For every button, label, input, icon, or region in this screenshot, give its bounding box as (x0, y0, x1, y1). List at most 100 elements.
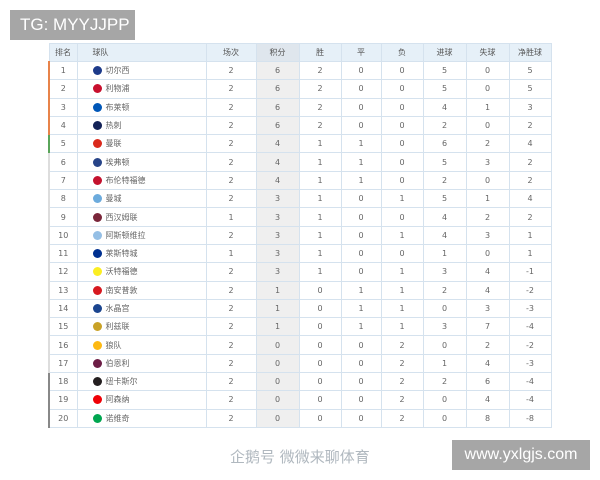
goals-for-cell: 5 (422, 152, 467, 172)
won-cell: 1 (298, 134, 342, 154)
goals-against-cell: 4 (465, 280, 510, 300)
team-name[interactable]: 狼队 (105, 340, 122, 350)
league-standings-table: 排名 球队 场次 积分胜平负进球 失球 净胜球 1 切尔西 2 6 2 0 0 5 0 5 2 利物浦 2 6 2 0 0… (48, 43, 552, 428)
team-name[interactable]: 沃特福德 (105, 267, 138, 277)
table-row: 10 阿斯顿维拉 2 3 1 0 1 4 3 1 (48, 225, 552, 245)
rank-cell: 17 (48, 353, 78, 374)
team-name[interactable]: 诺维奇 (105, 413, 130, 423)
team-crest-icon (92, 230, 102, 240)
team-cell[interactable]: 阿森纳 (76, 390, 207, 410)
team-name[interactable]: 阿森纳 (105, 395, 130, 405)
rank-cell: 20 (48, 408, 78, 428)
header-goals-for[interactable]: 进球 (422, 43, 467, 62)
team-name[interactable]: 伯恩利 (105, 358, 130, 368)
goal-difference-cell: 2 (508, 170, 552, 191)
drawn-cell: 0 (340, 115, 382, 136)
played-cell: 2 (205, 280, 257, 300)
rank-cell: 16 (48, 335, 78, 355)
won-cell: 2 (298, 115, 342, 136)
drawn-cell: 0 (340, 353, 382, 374)
header-drawn[interactable]: 平 (340, 43, 382, 62)
won-cell: 0 (298, 335, 342, 355)
team-cell[interactable]: 西汉姆联 (76, 207, 207, 227)
team-cell[interactable]: 沃特福德 (76, 262, 207, 282)
points-cell: 0 (255, 335, 300, 355)
team-name[interactable]: 纽卡斯尔 (105, 377, 138, 387)
team-name[interactable]: 曼城 (105, 194, 122, 204)
header-played[interactable]: 场次 (205, 43, 257, 62)
team-crest-icon (92, 377, 102, 387)
points-cell: 6 (255, 115, 300, 136)
lost-cell: 2 (380, 353, 424, 374)
team-name[interactable]: 水晶宫 (105, 304, 130, 313)
team-cell[interactable]: 南安普敦 (76, 280, 207, 300)
team-name[interactable]: 利物浦 (105, 84, 130, 94)
goals-against-cell: 8 (465, 408, 510, 428)
points-cell: 4 (255, 170, 300, 191)
goal-difference-cell: -4 (508, 390, 552, 410)
header-goal-difference[interactable]: 净胜球 (508, 43, 552, 62)
played-cell: 1 (205, 243, 257, 264)
goals-for-cell: 2 (422, 372, 467, 392)
points-cell: 1 (255, 317, 300, 337)
header-won[interactable]: 胜 (298, 43, 342, 62)
header-points[interactable]: 积分 (255, 43, 300, 62)
team-name[interactable]: 切尔西 (105, 66, 130, 76)
rank-cell: 14 (48, 298, 78, 319)
header-team[interactable]: 球队 (76, 43, 207, 62)
team-cell[interactable]: 利兹联 (76, 317, 207, 337)
rank-cell: 18 (48, 372, 78, 392)
goals-for-cell: 0 (422, 390, 467, 410)
table-row: 14 水晶宫 2 1 0 1 1 0 3 -3 (48, 298, 552, 319)
team-crest-icon (92, 121, 102, 131)
team-cell[interactable]: 诺维奇 (76, 408, 207, 428)
rank-cell: 11 (48, 243, 78, 264)
team-name[interactable]: 西汉姆联 (105, 212, 138, 222)
team-cell[interactable]: 利物浦 (76, 79, 207, 99)
team-name[interactable]: 布莱顿 (105, 102, 130, 112)
team-name[interactable]: 热刺 (105, 121, 122, 131)
team-cell[interactable]: 埃弗顿 (76, 152, 207, 172)
team-cell[interactable]: 狼队 (76, 335, 207, 355)
goals-against-cell: 2 (465, 207, 510, 227)
team-cell[interactable]: 布莱顿 (76, 97, 207, 117)
team-cell[interactable]: 热刺 (76, 115, 207, 136)
points-cell: 0 (255, 390, 300, 410)
team-cell[interactable]: 纽卡斯尔 (76, 372, 207, 392)
team-name[interactable]: 南安普敦 (105, 285, 138, 295)
goals-for-cell: 1 (422, 243, 467, 264)
lost-cell: 1 (380, 189, 424, 209)
rank-cell: 2 (48, 79, 78, 99)
team-cell[interactable]: 曼城 (76, 189, 207, 209)
header-lost[interactable]: 负 (380, 43, 424, 62)
team-name[interactable]: 曼联 (105, 139, 122, 149)
table-row: 4 热刺 2 6 2 0 0 2 0 2 (48, 115, 552, 136)
team-name[interactable]: 阿斯顿维拉 (105, 230, 146, 240)
team-cell[interactable]: 阿斯顿维拉 (76, 225, 207, 245)
table-row: 19 阿森纳 2 0 0 0 2 0 4 -4 (48, 390, 552, 410)
goals-for-cell: 0 (422, 408, 467, 428)
goals-against-cell: 1 (465, 189, 510, 209)
team-cell[interactable]: 伯恩利 (76, 353, 207, 374)
points-cell: 3 (255, 243, 300, 264)
team-name[interactable]: 埃弗顿 (105, 157, 130, 167)
drawn-cell: 0 (340, 97, 382, 117)
goals-against-cell: 0 (465, 60, 510, 81)
header-goals-against[interactable]: 失球 (465, 43, 510, 62)
goal-difference-cell: -1 (508, 262, 552, 282)
team-cell[interactable]: 莱斯特城 (76, 243, 207, 264)
table-row: 18 纽卡斯尔 2 0 0 0 2 2 6 -4 (48, 372, 552, 392)
won-cell: 1 (298, 189, 342, 209)
header-rank[interactable]: 排名 (48, 43, 78, 62)
lost-cell: 0 (380, 97, 424, 117)
team-cell[interactable]: 布伦特福德 (76, 170, 207, 191)
team-name[interactable]: 利兹联 (105, 322, 130, 332)
team-cell[interactable]: 切尔西 (76, 60, 207, 81)
rank-cell: 15 (48, 317, 78, 337)
team-crest-icon (92, 139, 102, 149)
team-name[interactable]: 布伦特福德 (105, 175, 146, 185)
team-cell[interactable]: 水晶宫 (76, 298, 207, 319)
team-cell[interactable]: 曼联 (76, 134, 207, 154)
won-cell: 0 (298, 408, 342, 428)
team-name[interactable]: 莱斯特城 (105, 249, 138, 259)
